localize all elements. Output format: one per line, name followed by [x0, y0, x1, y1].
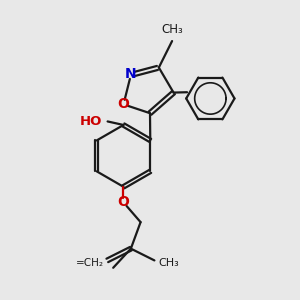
Text: CH₃: CH₃ [159, 258, 180, 268]
Text: HO: HO [80, 115, 102, 128]
Text: O: O [118, 98, 129, 111]
Text: =CH₂: =CH₂ [76, 258, 104, 268]
Text: O: O [118, 195, 129, 209]
Text: CH₃: CH₃ [162, 23, 184, 36]
Text: N: N [124, 67, 136, 81]
